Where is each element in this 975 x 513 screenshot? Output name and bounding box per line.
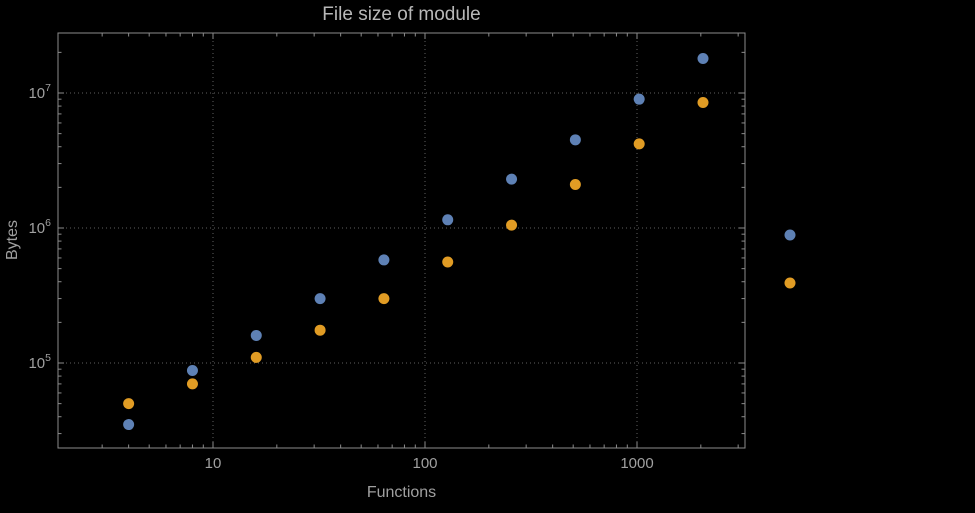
data-point-blue [314,293,326,305]
data-point-orange [442,256,454,268]
y-tick-label: 106 [28,217,51,237]
x-tick-label: 1000 [620,455,653,472]
legend-marker-blue [784,229,796,241]
data-point-orange [697,97,709,109]
data-point-blue [123,419,135,431]
x-tick-label: 10 [205,455,222,472]
data-point-blue [442,214,454,226]
x-axis-label: Functions [366,484,437,501]
data-point-orange [378,293,390,305]
data-point-orange [123,398,135,410]
legend-marker-orange [784,277,796,289]
data-point-blue [250,329,262,341]
data-point-orange [569,179,581,191]
data-point-blue [378,254,390,266]
chart-title: File size of module [322,4,481,25]
data-point-blue [569,134,581,146]
data-point-orange [633,138,645,150]
data-point-orange [506,219,518,231]
y-tick-label: 107 [28,82,51,102]
data-point-orange [314,324,326,336]
data-point-blue [186,364,198,376]
data-point-blue [697,53,709,65]
data-point-orange [250,351,262,363]
data-point-blue [506,173,518,185]
y-tick-label: 105 [28,352,51,372]
x-tick-label: 100 [412,455,437,472]
plot-frame [57,32,746,449]
data-point-blue [633,93,645,105]
y-axis-label: Bytes [4,219,21,261]
data-point-orange [186,378,198,390]
